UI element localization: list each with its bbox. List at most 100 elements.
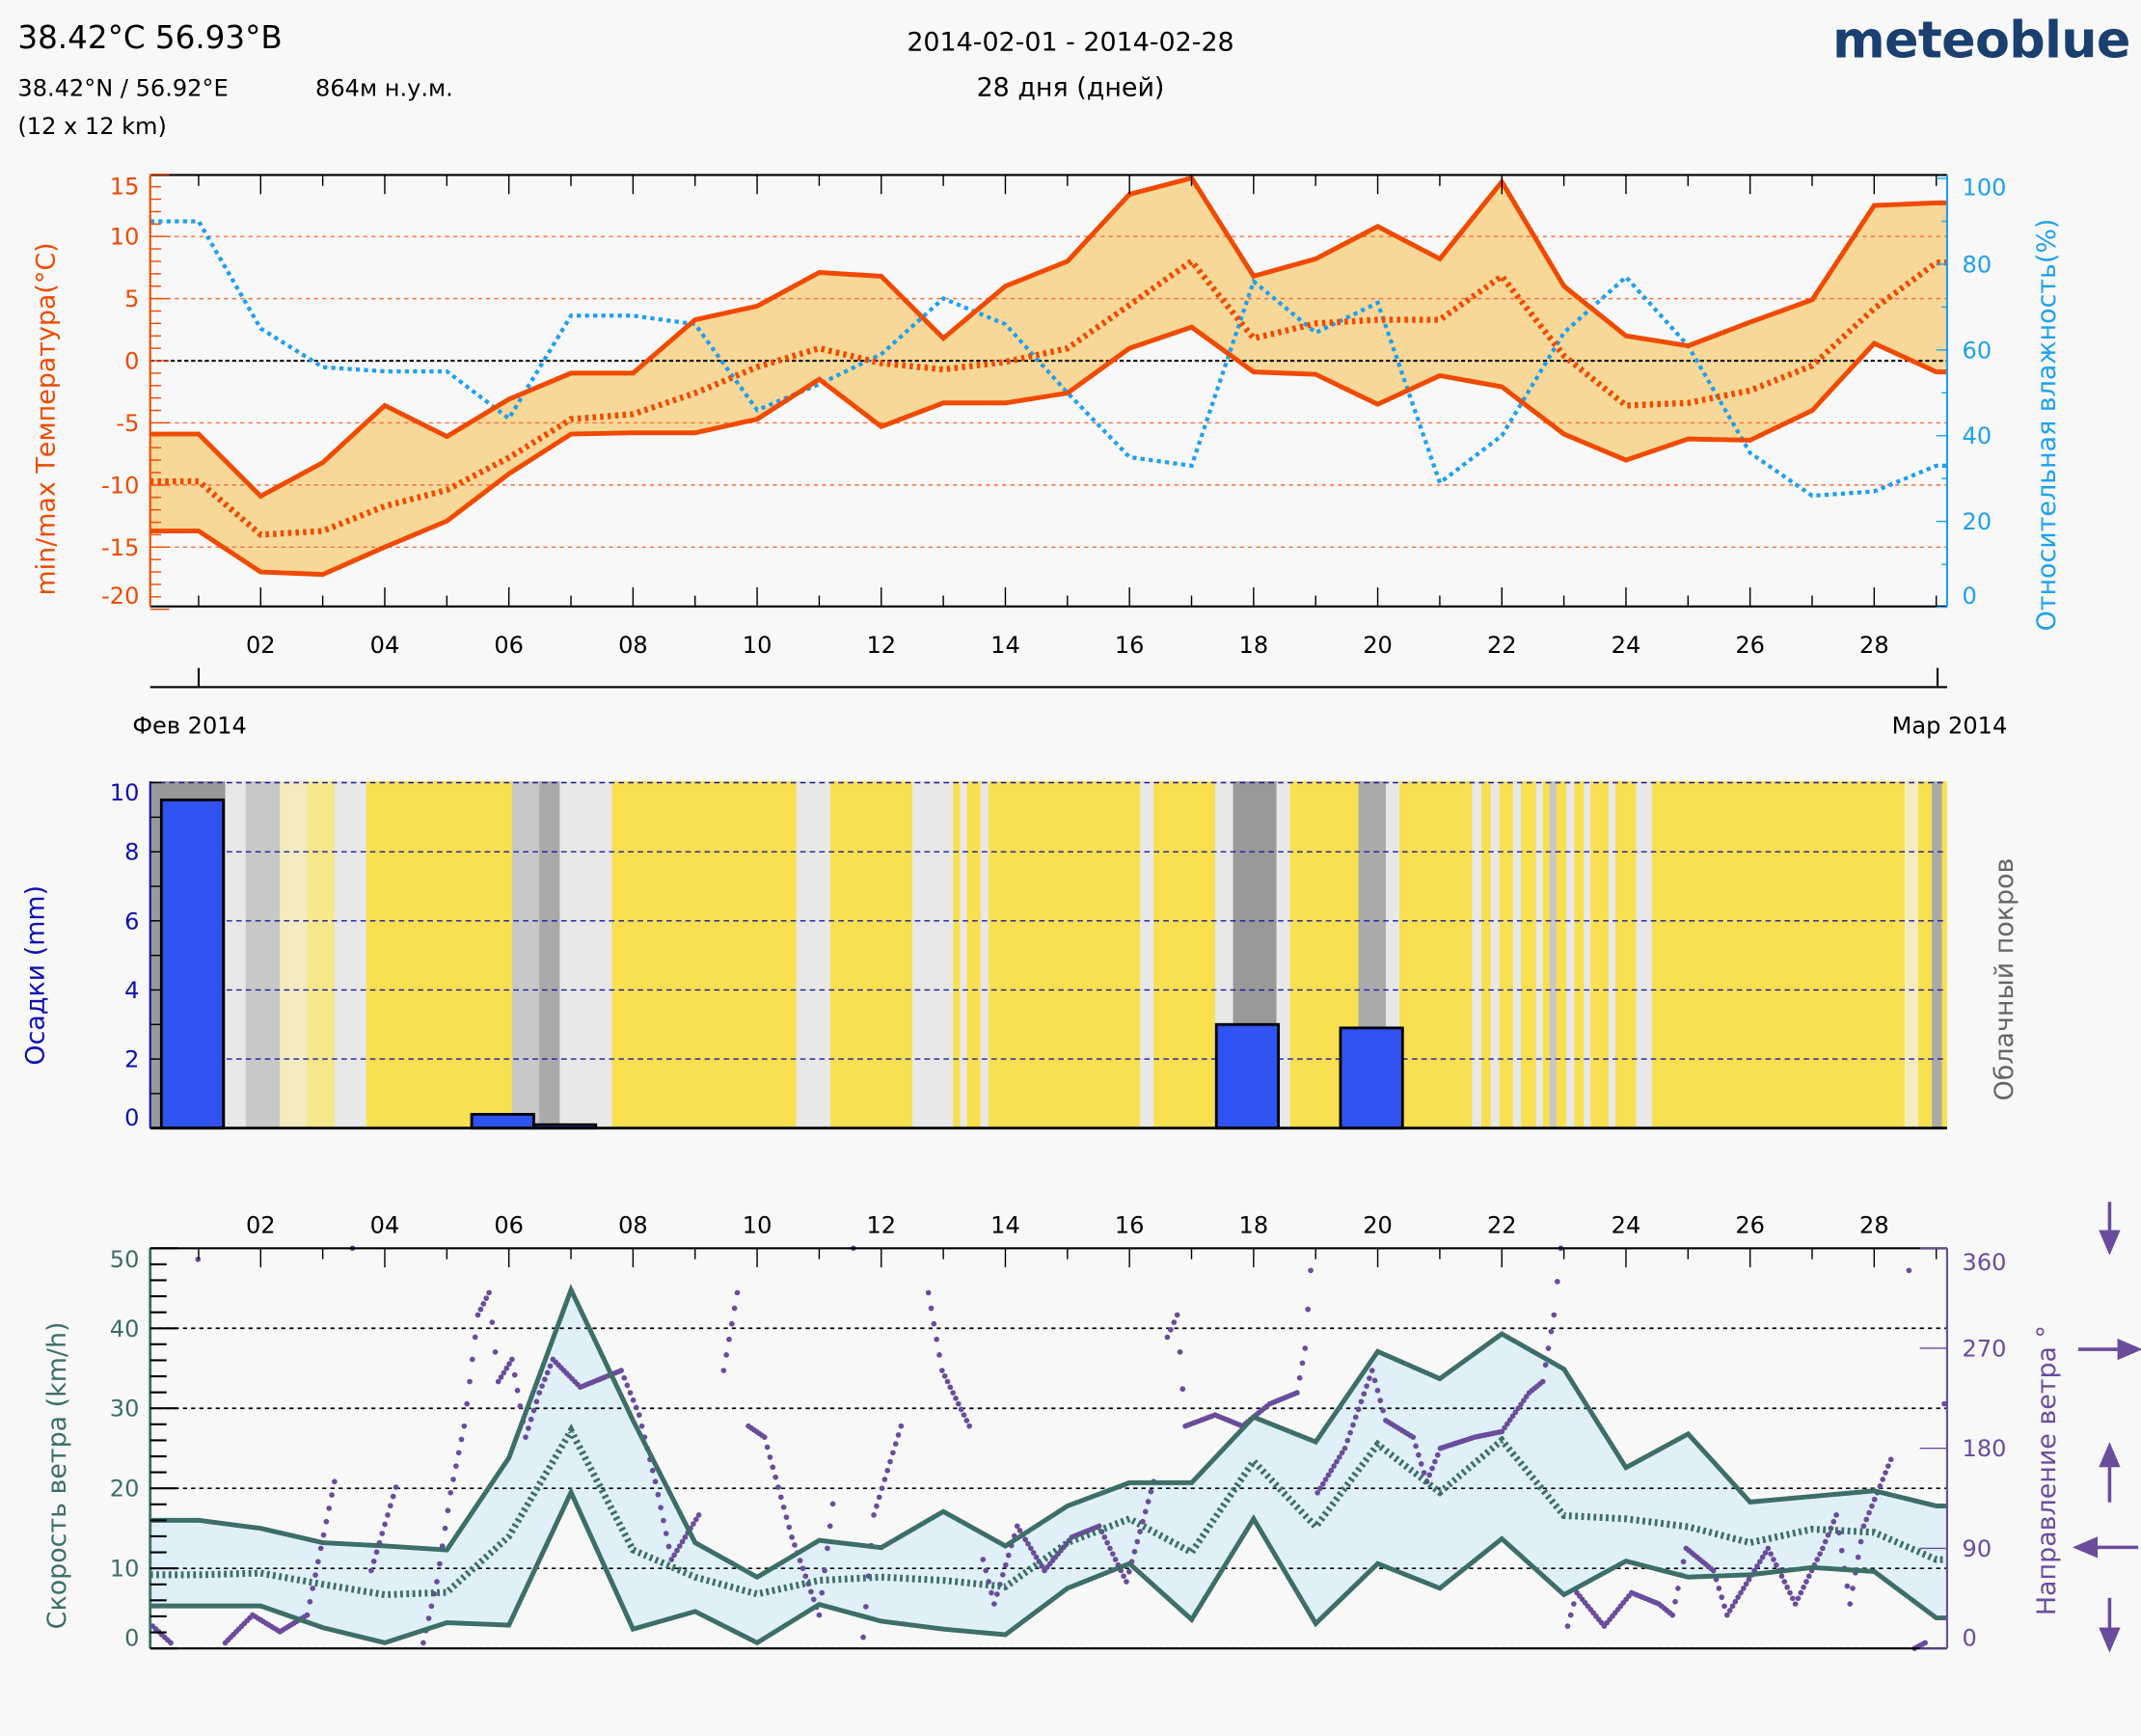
meteoblue-logo[interactable]: meteoblue (1832, 12, 2130, 70)
wind-direction-dot (1325, 1472, 1332, 1478)
wind-direction-dot (1336, 1454, 1342, 1460)
wind-direction-dot (963, 1418, 970, 1424)
wind-direction-dot (876, 1494, 882, 1501)
temperature-y-label: 5 (124, 285, 139, 312)
wind-direction-dot (863, 1604, 869, 1610)
wind-direction-dot (453, 1463, 459, 1469)
wind-direction-dot (1833, 1512, 1839, 1518)
precipitation-panel: 10 8 6 4 2 0 (110, 779, 1947, 1131)
wind-direction-dot (955, 1400, 962, 1407)
x-tick-label: 18 (1239, 1212, 1269, 1239)
wind-direction-dot (1555, 1278, 1560, 1285)
precipitation-bar (1214, 1022, 1281, 1130)
wind-direction-dot (1125, 1568, 1132, 1575)
wind-direction-dot (1039, 1563, 1045, 1569)
wind-direction-dot (1028, 1545, 1034, 1552)
x-tick-label: 02 (246, 632, 276, 659)
wind-direction-dot (1377, 1397, 1384, 1403)
wind-direction-dot (1521, 1397, 1527, 1403)
wind-direction-dot (887, 1458, 893, 1465)
wind-direction-dot (783, 1514, 790, 1520)
wind-direction-dot (991, 1601, 997, 1607)
wind-direction-dot (312, 1572, 318, 1578)
wind-direction-dot (671, 1552, 677, 1559)
wind-direction-y-label: 360 (1963, 1249, 2007, 1276)
wind-direction-dot (511, 1371, 518, 1378)
cloud-cover-band (1932, 781, 1942, 1128)
wind-direction-dot (775, 1484, 781, 1490)
wind-direction-dot (544, 1370, 551, 1376)
wind-direction-dot (533, 1398, 540, 1405)
wind-direction-dot (1367, 1375, 1372, 1381)
wind-direction-dot (428, 1603, 435, 1610)
wind-direction-dot (1669, 1612, 1676, 1618)
wind-direction-dot (1787, 1589, 1793, 1596)
month-axis: Фев 2014 Мар 2014 (132, 667, 2007, 740)
temperature-panel: 15 10 5 0 -5 -10 -15 -20 100 80 60 40 20 0 02 04 06 08 10 1… (101, 173, 2006, 659)
wind-direction-dot (1941, 1400, 1947, 1407)
wind-direction-dot (999, 1571, 1006, 1578)
wind-direction-y-label: 180 (1963, 1435, 2007, 1462)
cloud-cover-band (1636, 781, 1652, 1128)
x-tick-label: 06 (494, 1212, 524, 1239)
wind-direction-dot (1177, 1348, 1183, 1355)
wind-direction-dot (1299, 1360, 1306, 1367)
wind-direction-dot (661, 1517, 666, 1524)
wind-direction-dot (720, 1368, 727, 1373)
wind-direction-dot (1798, 1589, 1804, 1596)
wind-direction-dot (523, 1434, 528, 1441)
wind-direction-dot (420, 1640, 426, 1646)
wind-direction-dot (1564, 1623, 1571, 1629)
wind-direction-dot (388, 1503, 393, 1509)
wind-direction-dot (652, 1478, 659, 1485)
x-tick-label: 10 (743, 1212, 772, 1239)
wind-direction-dot (777, 1494, 784, 1501)
wind-direction-dot (1509, 1413, 1516, 1420)
wind-direction-dot (1545, 1345, 1552, 1351)
wind-direction-dot (1140, 1518, 1146, 1525)
wind-direction-dot (1838, 1547, 1845, 1554)
wind-speed-y-label: 0 (124, 1624, 139, 1651)
wind-direction-dot (1432, 1458, 1438, 1465)
wind-min-line (149, 1486, 1947, 1646)
wind-direction-dot (786, 1524, 793, 1531)
wind-direction-dot (323, 1518, 330, 1525)
wind-direction-dot (1429, 1465, 1435, 1472)
wind-direction-dot (898, 1423, 905, 1429)
wind-direction-dot (1410, 1434, 1417, 1441)
x-tick-label: 04 (370, 1212, 400, 1239)
wind-direction-dot (630, 1397, 637, 1403)
wind-direction-dot (1512, 1409, 1519, 1416)
wind-direction-dot (1134, 1538, 1141, 1545)
wind-direction-dot (1364, 1383, 1369, 1389)
cloud-cover-band (1549, 781, 1557, 1128)
x-tick-label: 26 (1735, 632, 1765, 659)
cloud-cover-band (1276, 781, 1290, 1128)
wind-direction-dot (1334, 1458, 1340, 1465)
wind-direction-dot (1551, 1312, 1558, 1318)
wind-direction-dot (627, 1390, 634, 1396)
wind-direction-dot (1762, 1550, 1769, 1556)
wind-direction-dot (168, 1640, 174, 1646)
wind-direction-dot (934, 1336, 940, 1343)
humidity-y-label: 60 (1963, 337, 1992, 364)
wind-direction-dot (506, 1361, 512, 1367)
wind-direction-dot (517, 1403, 524, 1409)
wind-direction-dot (1710, 1567, 1717, 1574)
wind-direction-dot (539, 1383, 545, 1389)
wind-direction-dot (1305, 1306, 1311, 1313)
wind-direction-dot (890, 1450, 896, 1456)
temperature-y-label: -15 (101, 534, 139, 561)
x-tick-label: 02 (246, 1212, 276, 1239)
wind-direction-dot (1539, 1378, 1546, 1385)
wind-direction-dot (1857, 1538, 1864, 1545)
wind-direction-dot (1131, 1549, 1138, 1555)
wind-direction-dot (936, 1352, 942, 1358)
wind-direction-y-label: 90 (1963, 1535, 1992, 1562)
wind-direction-dot (1548, 1328, 1555, 1335)
wind-direction-dot (950, 1390, 956, 1396)
wind-direction-dot (966, 1423, 972, 1429)
wind-direction-dot (1171, 1319, 1178, 1325)
wind-direction-dot (938, 1368, 945, 1373)
